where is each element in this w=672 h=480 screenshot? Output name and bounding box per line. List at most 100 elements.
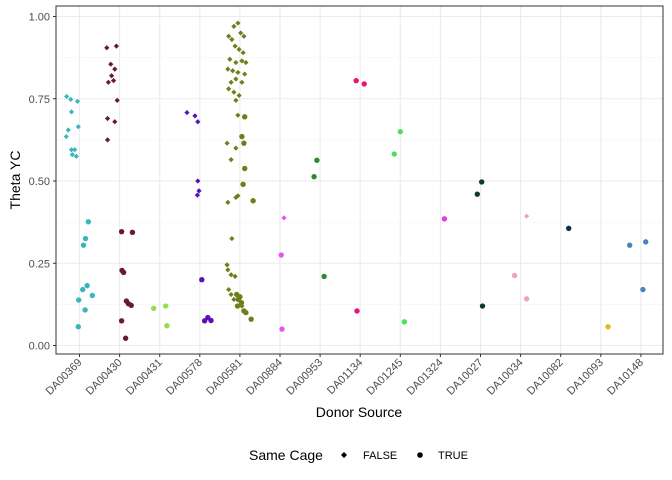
point-da00369-true: [82, 307, 88, 313]
point-da00884-false: [281, 215, 287, 221]
point-da00581-true: [241, 140, 247, 146]
point-da00369-true: [84, 282, 90, 289]
point-da00430-false: [105, 79, 111, 85]
point-da00581-false: [233, 97, 239, 103]
point-da00581-true: [242, 165, 248, 172]
point-da00581-false: [233, 76, 239, 82]
point-da00581-false: [233, 59, 239, 66]
point-da00953-true: [314, 157, 320, 163]
point-da00581-false: [224, 140, 230, 146]
point-da00578-true: [208, 317, 214, 324]
point-da00430-false: [110, 78, 117, 84]
point-da00581-true: [250, 198, 256, 204]
point-da00581-false: [236, 92, 242, 99]
point-da00430-true: [129, 229, 136, 236]
point-da00581-false: [228, 272, 234, 278]
point-da00581-false: [243, 59, 249, 66]
point-da00581-true: [242, 114, 248, 120]
legend-title: Same Cage: [249, 447, 323, 463]
point-da10027-true: [479, 303, 486, 309]
point-da00430-true: [120, 269, 127, 276]
point-da00578-false: [195, 178, 201, 184]
point-da10148-true: [643, 239, 649, 245]
y-tick-label: 0.50: [29, 176, 50, 188]
point-da00581-true: [238, 300, 245, 306]
point-da00581-false: [226, 86, 232, 92]
point-da00581-false: [232, 43, 238, 49]
point-da00581-false: [225, 199, 231, 205]
point-da00431-true: [150, 305, 157, 312]
point-da00581-false: [227, 56, 233, 62]
point-da00430-false: [112, 66, 118, 72]
point-da00369-false: [65, 127, 71, 133]
point-da00581-true: [239, 133, 245, 140]
minor-gridlines: [56, 57, 663, 305]
point-da00430-false: [113, 43, 119, 49]
point-da00581-false: [228, 157, 234, 163]
point-da00369-true: [80, 242, 87, 248]
x-axis-title: Donor Source: [316, 404, 403, 420]
point-da00369-true: [75, 324, 81, 330]
point-da00369-false: [72, 147, 78, 153]
point-da00581-false: [229, 235, 235, 242]
x-tick-label: DA00430: [84, 357, 125, 398]
point-da00430-false: [104, 115, 111, 122]
point-da00578-false: [196, 188, 202, 194]
x-tick-label: DA01324: [405, 357, 446, 398]
point-da00369-true: [80, 286, 86, 293]
point-da00581-false: [231, 23, 237, 29]
point-da00581-false: [240, 50, 246, 56]
point-da00581-false: [226, 33, 232, 39]
x-tick-label: DA00581: [204, 357, 245, 398]
point-da00369-true: [85, 219, 92, 225]
point-da00369-false: [68, 96, 74, 103]
point-da00369-false: [64, 93, 70, 100]
point-da00369-false: [63, 133, 69, 140]
point-da00369-true: [82, 235, 89, 242]
point-da00581-false: [242, 71, 248, 77]
y-tick-label: 0.75: [29, 94, 50, 106]
y-axis: 0.00 0.25 0.50 0.75 1.00: [29, 12, 56, 353]
point-da10148-true: [640, 286, 646, 293]
point-da00581-false: [233, 145, 239, 151]
y-tick-label: 0.00: [29, 341, 50, 353]
point-da00369-false: [69, 152, 75, 158]
x-tick-label: DA00953: [284, 357, 325, 398]
x-tick-label: DA10027: [445, 357, 486, 398]
point-da00430-true: [118, 318, 125, 324]
y-tick-label: 1.00: [29, 12, 50, 24]
point-da01134-true: [361, 81, 367, 87]
y-tick-label: 0.25: [29, 258, 50, 270]
point-da00581-true: [240, 181, 246, 187]
point-da00581-false: [230, 68, 236, 74]
x-tick-label: DA10034: [485, 357, 526, 398]
point-da00430-true: [118, 228, 125, 235]
point-da10027-true: [474, 191, 480, 197]
point-da00430-true: [122, 335, 129, 341]
point-da00581-false: [238, 30, 244, 36]
point-da00578-false: [195, 119, 201, 125]
point-da00884-true: [278, 252, 284, 258]
point-da01324-true: [441, 216, 448, 222]
panel-background: [56, 6, 663, 354]
point-da00581-true: [248, 316, 254, 322]
point-da00581-false: [233, 194, 239, 201]
point-da10034-false: [524, 213, 530, 219]
point-da00578-false: [184, 109, 190, 116]
point-da00581-true: [243, 309, 249, 316]
point-da10034-true: [523, 296, 530, 302]
x-tick-label: DA00369: [44, 357, 85, 398]
point-da00430-false: [104, 137, 111, 143]
x-axis: DA00369 DA00430 DA00431 DA00578 DA00581 DA008…: [44, 354, 646, 398]
point-da00581-false: [239, 79, 245, 85]
point-da00581-true: [234, 303, 241, 309]
point-da00431-true: [163, 303, 169, 309]
point-da00369-false: [68, 109, 75, 115]
point-da00581-false: [231, 296, 237, 303]
point-da00431-true: [164, 323, 170, 329]
point-da00581-false: [235, 69, 241, 76]
point-da00369-false: [73, 153, 79, 159]
panel-border: [55, 5, 664, 355]
point-da00581-false: [241, 33, 247, 39]
point-da01245-true: [397, 128, 403, 135]
